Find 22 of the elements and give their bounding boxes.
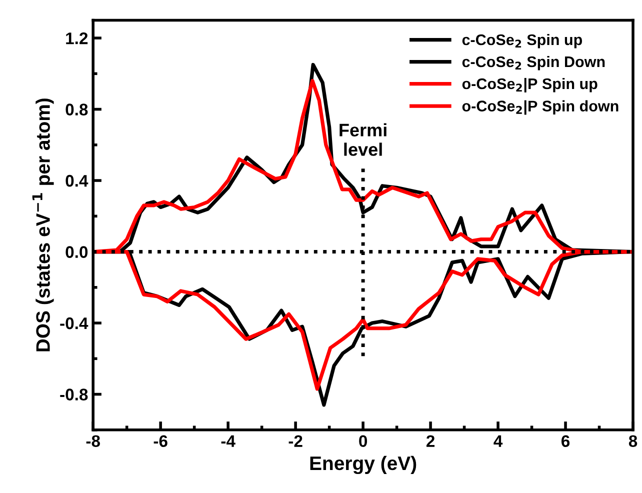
x-tick-label: 0 xyxy=(359,435,368,447)
ref-line-label: Fermi level xyxy=(340,123,386,156)
x-tick-label: 8 xyxy=(628,435,638,447)
x-axis-title: Energy (eV) xyxy=(310,456,416,474)
x-tick-label: 4 xyxy=(494,435,503,447)
y-axis-title: DOS (states eV$^{−1}$ per atom) xyxy=(32,98,54,352)
y-tick-label: -0.8 xyxy=(60,388,88,400)
x-tick-label: 2 xyxy=(426,435,435,447)
x-tick-label: -4 xyxy=(221,435,236,447)
y-tick-label: 1.2 xyxy=(66,32,88,44)
y-tick-label: 0.4 xyxy=(66,174,88,187)
legend-label: c-CoSe$_{2}$ Spin up xyxy=(462,34,582,48)
y-tick-label: 0.8 xyxy=(66,104,88,116)
y-tick-label: 0.0 xyxy=(66,246,88,258)
legend-label: c-CoSe$_{2}$ Spin Down xyxy=(462,56,605,70)
legend-label: o-CoSe$_{2}$|P Spin down xyxy=(462,100,618,115)
x-tick-label: -8 xyxy=(86,435,100,447)
x-tick-label: -6 xyxy=(154,435,168,447)
y-tick-label: -0.4 xyxy=(60,317,88,330)
x-tick-label: -2 xyxy=(288,435,302,447)
x-tick-label: 6 xyxy=(561,435,570,447)
legend-label: o-CoSe$_{2}$|P Spin up xyxy=(462,78,598,92)
